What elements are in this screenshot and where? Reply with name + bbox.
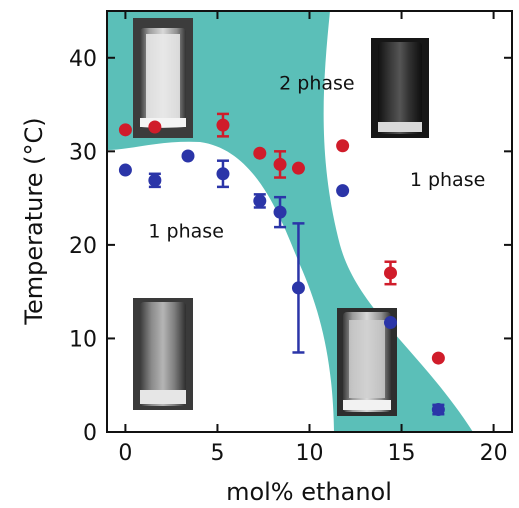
blue-data-point xyxy=(216,167,230,181)
blue-data-point xyxy=(253,194,267,208)
region-label-2-phase: 2 phase xyxy=(279,73,354,95)
x-tick-label: 20 xyxy=(480,441,508,466)
red-data-point xyxy=(431,351,445,365)
y-tick-label: 20 xyxy=(69,234,97,259)
red-data-point xyxy=(216,118,230,132)
red-data-point xyxy=(118,123,132,137)
red-data-point xyxy=(273,157,287,171)
blue-data-point xyxy=(431,403,445,417)
axis-ticks xyxy=(107,11,512,433)
x-tick-label: 10 xyxy=(296,441,324,466)
vial-photo-top-left xyxy=(133,18,193,138)
y-axis-title: Temperature (°C) xyxy=(20,117,48,325)
x-tick-label: 0 xyxy=(118,441,132,466)
region-label-1-phase-left: 1 phase xyxy=(148,220,223,242)
x-tick-label: 5 xyxy=(210,441,224,466)
region-label-1-phase-right: 1 phase xyxy=(410,169,485,191)
y-tick-label: 30 xyxy=(69,140,97,165)
red-data-point xyxy=(384,266,397,280)
y-tick-label: 0 xyxy=(83,421,97,446)
x-tick-label: 15 xyxy=(388,441,416,466)
y-tick-label: 10 xyxy=(69,327,97,352)
blue-data-point xyxy=(181,149,195,163)
blue-data-point xyxy=(336,184,350,198)
axis-tick-labels: 0 5 10 15 20 0 10 20 30 40 xyxy=(69,47,508,466)
vial-photo-bottom-left xyxy=(133,298,193,410)
blue-data-point xyxy=(384,316,397,330)
red-data-point xyxy=(336,139,350,153)
red-data-point xyxy=(253,146,267,160)
blue-data-point xyxy=(118,163,132,177)
red-data-point xyxy=(291,161,305,175)
red-data-point xyxy=(148,120,162,134)
blue-data-point xyxy=(148,173,162,187)
vial-photo-top-right xyxy=(371,38,429,138)
blue-data-point xyxy=(291,281,305,295)
blue-data-point xyxy=(273,205,287,219)
data-markers xyxy=(118,118,445,417)
y-tick-label: 40 xyxy=(69,47,97,72)
x-axis-title: mol% ethanol xyxy=(226,478,392,506)
